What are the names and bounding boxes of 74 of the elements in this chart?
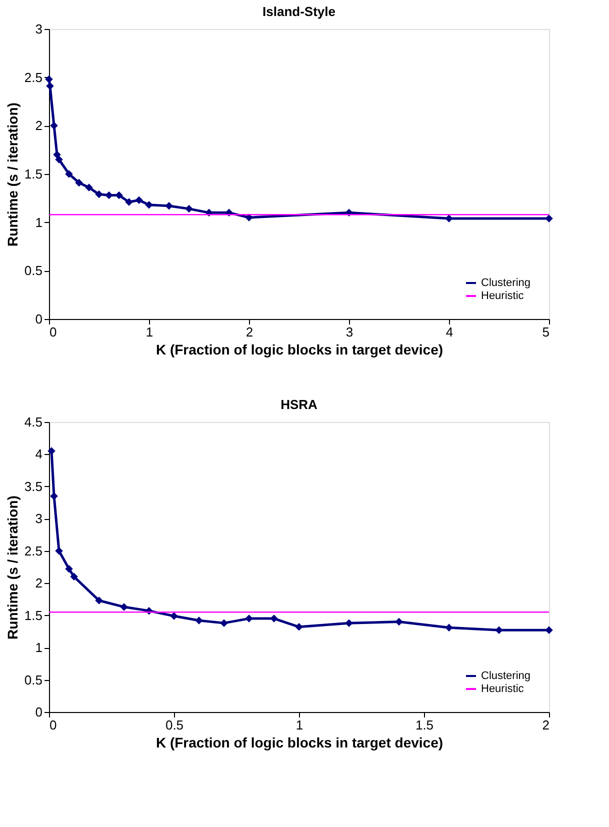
point: [545, 626, 553, 634]
y-axis-title: Runtime (s / iteration): [4, 496, 20, 640]
point: [445, 214, 453, 222]
x-tick-label: 2: [542, 718, 550, 732]
x-tick-label: 5: [542, 324, 550, 340]
point: [65, 565, 73, 573]
point: [55, 156, 63, 164]
point: [95, 596, 103, 604]
point: [170, 612, 178, 620]
chart-title: Island-Style: [262, 4, 336, 19]
x-tick-label: 0.5: [165, 718, 184, 732]
point: [53, 150, 61, 159]
y-tick-label: 1.5: [24, 608, 42, 623]
y-tick-label: 3: [35, 22, 42, 36]
legend-label: Clustering: [481, 277, 531, 289]
x-tick-label: 1: [146, 324, 154, 340]
legend-label: Heuristic: [481, 290, 524, 302]
y-tick-label: 0: [35, 704, 42, 720]
point: [48, 447, 56, 455]
x-tick-label: 4: [446, 324, 454, 340]
y-tick-label: 3.5: [24, 478, 42, 494]
y-tick-label: 3: [35, 511, 42, 526]
point: [105, 191, 113, 200]
point: [55, 547, 63, 555]
point: [245, 614, 253, 622]
point: [220, 619, 228, 627]
point: [70, 572, 78, 581]
point: [45, 75, 53, 84]
point: [445, 624, 453, 632]
point: [295, 623, 303, 631]
y-tick-label: 1: [35, 214, 42, 230]
point: [165, 202, 173, 210]
x-tick-label: 1.5: [415, 718, 434, 732]
legend-label: Heuristic: [481, 683, 524, 695]
point: [195, 616, 203, 624]
x-tick-label: 0: [50, 718, 57, 732]
y-tick-label: 2.5: [24, 70, 42, 85]
point: [46, 82, 54, 90]
x-tick-label: 2: [246, 324, 254, 340]
point: [95, 190, 103, 198]
x-tick-label: 0: [50, 324, 57, 340]
point: [145, 201, 153, 209]
point: [50, 492, 58, 500]
y-tick-label: 0: [35, 312, 42, 326]
y-tick-label: 0.5: [24, 672, 42, 688]
y-tick-label: 4: [35, 446, 42, 462]
chart-title: HSRA: [280, 397, 318, 412]
point: [135, 196, 143, 204]
y-tick-label: 2: [35, 118, 42, 134]
point: [50, 122, 58, 130]
y-tick-label: 2: [35, 576, 42, 591]
y-tick-label: 4.5: [24, 414, 42, 430]
point: [115, 191, 123, 200]
point: [545, 214, 553, 222]
point: [85, 184, 93, 192]
x-tick-label: 3: [346, 324, 354, 340]
point: [345, 619, 353, 627]
legend-label: Clustering: [481, 670, 531, 682]
y-tick-label: 1.5: [24, 166, 42, 182]
point: [120, 603, 128, 611]
point: [75, 178, 83, 187]
x-axis-title: K (Fraction of logic blocks in target device): [156, 342, 444, 358]
point: [185, 204, 193, 213]
point: [270, 614, 278, 622]
point: [495, 626, 503, 634]
y-tick-label: 1: [35, 640, 42, 656]
x-tick-label: 1: [296, 718, 304, 732]
x-axis-title: K (Fraction of logic blocks in target device): [156, 734, 444, 750]
point: [395, 618, 403, 626]
point: [125, 198, 133, 206]
y-tick-label: 2.5: [24, 543, 42, 558]
y-axis-title: Runtime (s / iteration): [4, 102, 20, 246]
y-tick-label: 0.5: [24, 263, 42, 278]
point: [65, 170, 73, 178]
